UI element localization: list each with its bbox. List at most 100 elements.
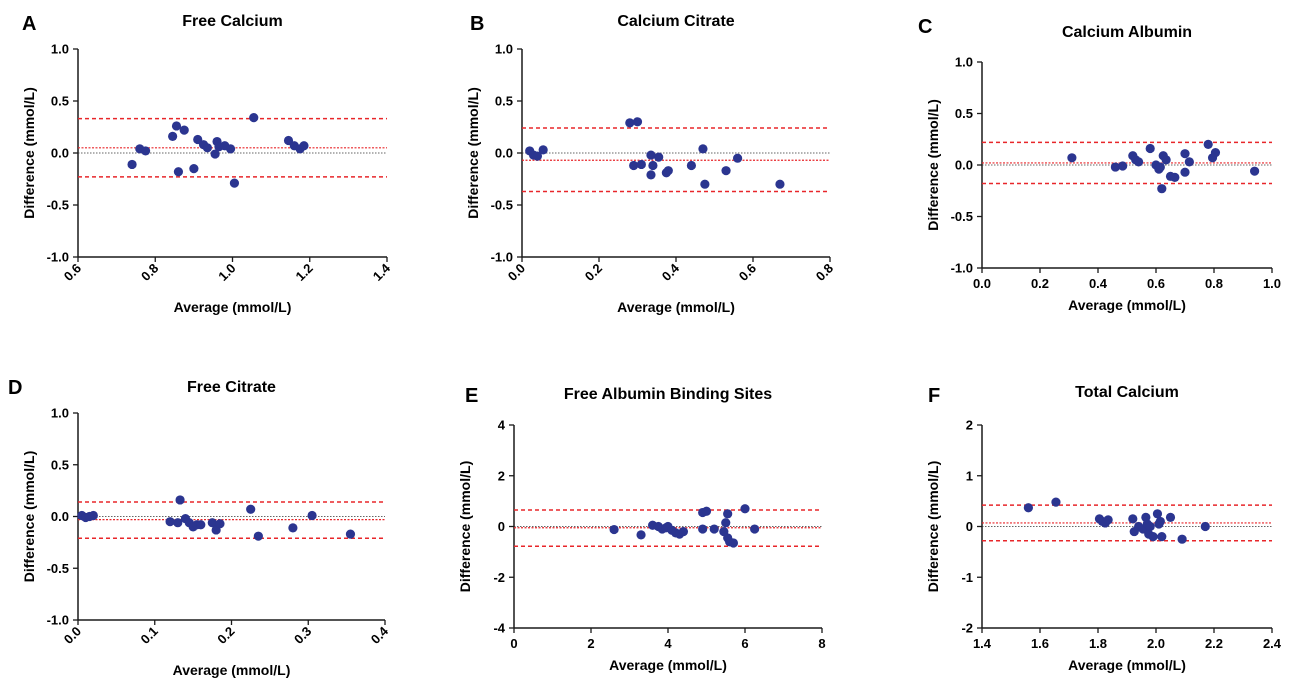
y-tick-label: -0.5 [951,209,973,224]
y-tick-label: 1.0 [51,42,69,57]
data-point [210,149,220,159]
x-tick-label: 6 [741,636,748,651]
x-tick-label: 0.2 [214,624,237,647]
y-tick-label: 1.0 [495,42,513,57]
y-tick-label: 0.0 [51,509,69,524]
data-point [1180,167,1190,177]
data-point [698,144,708,154]
data-point [196,520,206,530]
data-point [775,179,785,189]
x-tick-label: 1.2 [292,261,315,284]
chart-title: Free Citrate [187,379,276,396]
data-point [1184,157,1194,167]
data-point [1103,515,1113,525]
data-point [207,518,217,528]
x-tick-label: 0.6 [736,261,759,284]
data-point [288,523,298,533]
y-axis-title: Difference (mmol/L) [457,461,473,592]
x-axis-title: Average (mmol/L) [617,299,735,315]
panel-label: A [22,13,36,35]
x-tick-label: 0.4 [1089,276,1108,291]
panel-f: F Total Calcium -2 -1 0 1 2 1.4 1.6 1.8 2.0 2.2 2.4 A… [925,384,1282,673]
y-tick-label: 0.0 [955,158,973,173]
y-tick-label: -4 [493,621,505,636]
data-point [1134,157,1144,167]
x-tick-label: 0.4 [368,623,392,647]
x-tick-label: 0.0 [973,276,991,291]
data-point [307,510,317,521]
data-point [168,131,178,141]
data-point [1155,162,1165,172]
data-point [127,159,137,170]
data-point [1210,148,1221,158]
chart-title: Free Albumin Binding Sites [564,386,772,403]
x-tick-label: 1.6 [1031,636,1049,651]
y-tick-label: -0.5 [491,198,513,213]
panel-label: E [465,385,478,407]
data-point [175,495,185,505]
data-point [636,159,646,170]
data-point [740,504,750,514]
data-point [140,146,151,156]
y-tick-label: 0.5 [955,106,973,121]
data-point [636,530,646,540]
panel-e: E Free Albumin Binding Sites -4 -2 0 2 4 0 2 4 6 8 A… [457,385,826,673]
panel-d: D Free Citrate-1.0-0.50.00.51.00.0 0.1 0.2 0… [8,377,392,678]
panel-c: C Calcium Albumin -1.0 -0.5 0.0 0.5 1.0 0.0 0.2 0… [918,16,1281,313]
data-point [1148,532,1158,542]
data-point [246,504,256,514]
y-tick-label: -2 [961,621,973,636]
y-axis-title: Difference (mmol/L) [21,451,37,582]
data-point [1165,512,1176,522]
data-point [179,125,189,135]
data-point [171,121,182,131]
data-point [202,143,212,153]
data-point [345,529,356,539]
data-point [1110,162,1120,172]
x-tick-label: 0 [510,636,517,651]
data-point [215,519,225,529]
data-point [249,113,259,123]
x-tick-label: 2.2 [1205,636,1223,651]
data-point [189,164,199,174]
chart-title: Total Calcium [1075,384,1179,401]
y-tick-label: 0.0 [495,146,513,161]
y-tick-label: 1.0 [51,406,69,421]
y-tick-label: 0 [498,519,505,534]
data-point [1161,155,1171,165]
y-tick-label: 0.5 [51,457,69,472]
y-tick-label: -0.5 [47,561,69,576]
chart-title: Calcium Citrate [617,13,734,30]
panel-label: B [470,13,484,35]
y-tick-label: -0.5 [47,198,69,213]
data-point [1067,153,1077,163]
y-tick-label: -1.0 [47,250,69,265]
data-point [721,166,731,176]
x-tick-label: 0.8 [138,261,161,284]
y-tick-label: -1.0 [491,250,513,265]
y-tick-label: 4 [498,418,506,433]
y-tick-label: 1.0 [955,55,973,70]
data-point [1157,184,1167,194]
x-tick-label: 1.8 [1089,636,1107,651]
panel-b: B Calcium Citrate-1.0-0.50.00.51.00.0 0.2 0… [465,13,836,315]
data-point [709,524,719,534]
data-point [750,524,760,534]
x-tick-label: 0.2 [582,261,605,284]
x-tick-label: 1.0 [215,261,238,284]
data-point [173,518,183,528]
y-tick-label: 0.5 [51,94,69,109]
data-point [532,151,543,161]
data-point [678,526,689,537]
data-point [1118,161,1128,171]
y-axis-title: Difference (mmol/L) [465,87,481,218]
data-point [225,144,236,154]
data-point [625,118,635,128]
x-tick-label: 2 [587,636,594,651]
x-tick-label: 0.8 [813,261,836,284]
y-tick-label: -1.0 [47,613,69,628]
y-tick-label: 1 [966,468,973,483]
data-point [728,538,739,548]
data-point [1200,521,1210,532]
